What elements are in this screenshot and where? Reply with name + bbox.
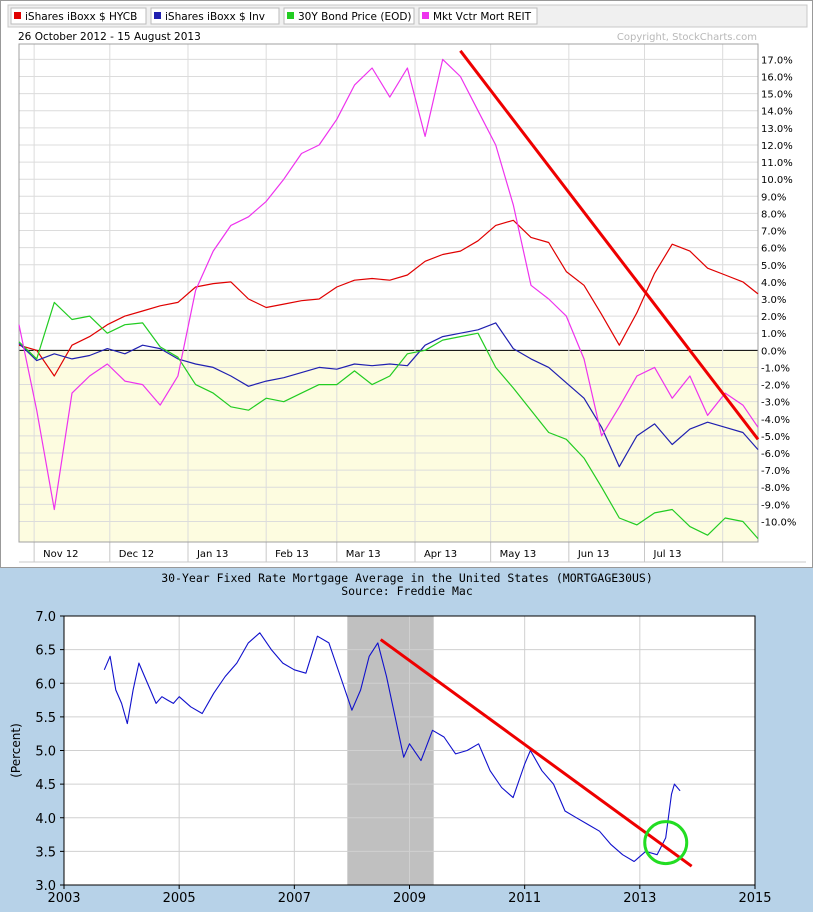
series-line xyxy=(18,219,759,377)
y-tick-label: -3.0% xyxy=(761,398,790,409)
y-tick-label: 4.0% xyxy=(761,278,786,289)
plot-border xyxy=(18,43,759,543)
series-line xyxy=(18,322,759,468)
y-tick-label: -9.0% xyxy=(761,500,790,511)
top-chart-svg: iShares iBoxx $ HYCB iShares iBoxx $ Inv 3… xyxy=(0,0,813,568)
x-tick-label: Mar 13 xyxy=(346,549,381,560)
x-tick-label: 2009 xyxy=(393,891,426,906)
legend-item-box xyxy=(283,7,415,25)
y-tick-label: 5.0% xyxy=(761,261,786,272)
y-tick-label: 1.0% xyxy=(761,329,786,340)
y-tick-label: 5.0 xyxy=(35,745,56,760)
plot-border xyxy=(63,615,756,886)
y-tick-label: 12.0% xyxy=(761,141,793,152)
highlight-circle xyxy=(643,820,689,866)
mortgage-rate-line xyxy=(103,632,681,863)
legend-label: Mkt Vctr Mort REIT xyxy=(433,11,532,23)
x-tick-label: 2007 xyxy=(278,891,311,906)
x-tick-label: May 13 xyxy=(500,549,537,560)
legend-label: iShares iBoxx $ HYCB xyxy=(25,11,137,23)
y-tick-label: -6.0% xyxy=(761,449,790,460)
y-tick-label: 0.0% xyxy=(761,346,786,357)
y-tick-label: 13.0% xyxy=(761,124,793,135)
x-tick-label: 2003 xyxy=(47,891,80,906)
legend-swatch xyxy=(287,12,294,19)
copyright-label: Copyright, StockCharts.com xyxy=(617,32,757,43)
y-tick-label: -1.0% xyxy=(761,363,790,374)
x-tick-label: 2011 xyxy=(508,891,541,906)
date-range-label: 26 October 2012 - 15 August 2013 xyxy=(18,31,201,43)
y-tick-label: 6.0 xyxy=(35,677,56,692)
legend-swatch xyxy=(154,12,161,19)
y-tick-label: 14.0% xyxy=(761,107,793,118)
y-tick-label: 4.0 xyxy=(35,812,56,827)
y-tick-label: 9.0% xyxy=(761,192,786,203)
y-tick-label: 7.0 xyxy=(35,610,56,625)
x-tick-label: Nov 12 xyxy=(43,549,78,560)
series-line xyxy=(18,58,759,511)
legend-swatch xyxy=(14,12,21,19)
y-tick-label: 3.0% xyxy=(761,295,786,306)
y-tick-label: 3.5 xyxy=(35,845,56,860)
x-tick-label: Jul 13 xyxy=(653,549,682,560)
y-tick-label: 8.0% xyxy=(761,209,786,220)
y-tick-label: 17.0% xyxy=(761,55,793,66)
y-tick-label: 16.0% xyxy=(761,73,793,84)
x-tick-label: Apr 13 xyxy=(424,549,457,560)
x-tick-label: 2005 xyxy=(163,891,196,906)
y-tick-label: -4.0% xyxy=(761,415,790,426)
y-tick-label: -8.0% xyxy=(761,483,790,494)
trendline xyxy=(459,49,760,441)
x-tick-label: Feb 13 xyxy=(275,549,309,560)
y-tick-label: 4.5 xyxy=(35,778,56,793)
chart-subtitle: Source: Freddie Mac xyxy=(341,584,473,598)
plot-area-upper xyxy=(19,44,758,351)
x-tick-label: 2015 xyxy=(738,891,771,906)
legend-label: 30Y Bond Price (EOD) xyxy=(298,11,412,23)
y-tick-label: 6.5 xyxy=(35,644,56,659)
trendline xyxy=(379,638,693,868)
legend-item-box xyxy=(418,7,538,25)
legend-item-box xyxy=(150,7,280,25)
y-tick-label: -7.0% xyxy=(761,466,790,477)
y-tick-label: 2.0% xyxy=(761,312,786,323)
y-tick-label: 7.0% xyxy=(761,227,786,238)
x-tick-label: Jan 13 xyxy=(196,549,228,560)
y-axis-label: (Percent) xyxy=(9,723,23,778)
y-tick-label: -10.0% xyxy=(761,517,796,528)
series-line xyxy=(18,301,759,539)
y-tick-label: 15.0% xyxy=(761,90,793,101)
y-tick-label: 11.0% xyxy=(761,158,793,169)
legend-label: iShares iBoxx $ Inv xyxy=(165,11,265,23)
y-tick-label: -5.0% xyxy=(761,432,790,443)
y-tick-label: 10.0% xyxy=(761,175,793,186)
x-tick-label: Dec 12 xyxy=(119,549,154,560)
plot-area-lower xyxy=(19,350,758,542)
y-tick-label: 3.0 xyxy=(35,879,56,894)
top-chart-panel: iShares iBoxx $ HYCB iShares iBoxx $ Inv 3… xyxy=(0,0,813,568)
bottom-chart-svg: 30-Year Fixed Rate Mortgage Average in t… xyxy=(0,568,813,912)
y-tick-label: 5.5 xyxy=(35,711,56,726)
x-tick-label: 2013 xyxy=(623,891,656,906)
legend-item-box xyxy=(10,7,147,25)
chart-title: 30-Year Fixed Rate Mortgage Average in t… xyxy=(161,571,653,585)
y-tick-label: 6.0% xyxy=(761,244,786,255)
x-tick-label: Jun 13 xyxy=(577,549,610,560)
legend-swatch xyxy=(422,12,429,19)
y-tick-label: -2.0% xyxy=(761,381,790,392)
bottom-chart-panel: 30-Year Fixed Rate Mortgage Average in t… xyxy=(0,568,813,912)
